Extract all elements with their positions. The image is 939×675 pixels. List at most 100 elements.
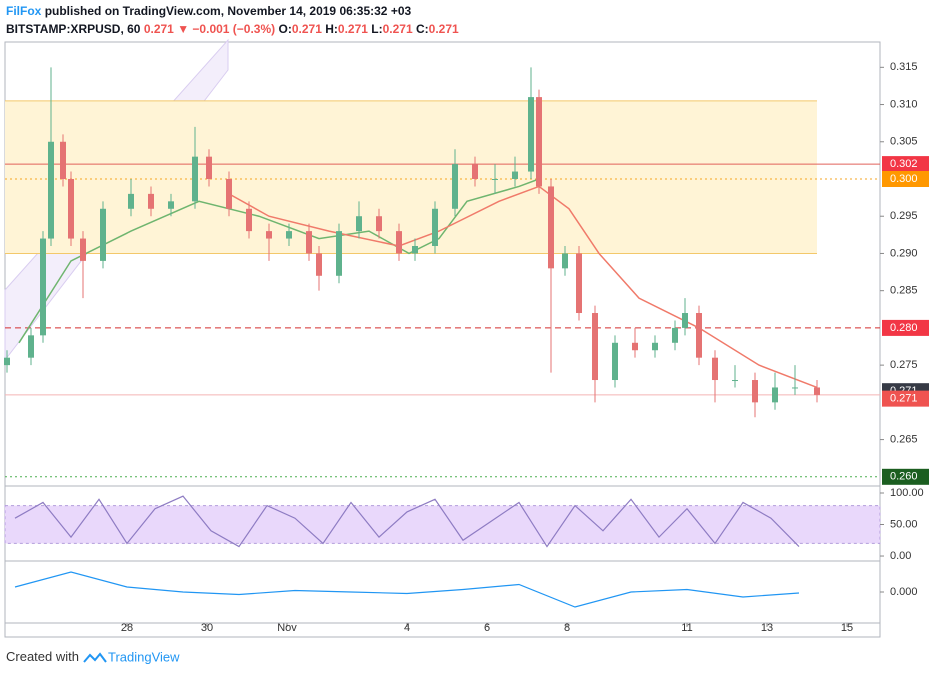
candle-body [792, 387, 798, 389]
candle-body [752, 380, 758, 403]
candle-body [336, 231, 342, 276]
candle-body [492, 178, 498, 180]
header-line: FilFox published on TradingView.com, Nov… [6, 4, 411, 18]
stoch-tick-label: 100.00 [890, 487, 924, 499]
stoch-line [14, 495, 800, 548]
stoch-band [4, 505, 881, 544]
x-tick-label: Nov [277, 622, 297, 634]
candle-body [316, 253, 322, 276]
candle-body [712, 357, 718, 381]
o-value: 0.271 [292, 22, 322, 36]
candle-body [772, 387, 778, 403]
price-label-box [882, 170, 929, 187]
candle-body [528, 97, 534, 172]
candle-body [40, 238, 46, 336]
candle-body [592, 313, 598, 381]
candle-body [356, 216, 362, 232]
candle-body [4, 357, 10, 366]
candle-body [28, 335, 34, 358]
candle-body [814, 387, 820, 395]
candle-body [192, 156, 198, 202]
y-tick-label: 0.285 [890, 285, 918, 297]
candle-body [148, 193, 154, 209]
o-label: O: [279, 22, 292, 36]
x-tick-label: 15 [841, 622, 853, 634]
candle-body [632, 342, 638, 351]
y-tick-label: 0.315 [890, 61, 918, 73]
x-tick-label: 6 [484, 622, 490, 634]
brand[interactable]: TradingView [108, 649, 180, 664]
x-tick-label: 30 [201, 622, 213, 634]
arrow: ▼ [177, 22, 189, 36]
candle-body [452, 164, 458, 209]
price-label-box [882, 390, 929, 407]
candle-body [100, 208, 106, 261]
stoch-tick-label: 50.00 [890, 518, 918, 530]
created: Created with [6, 649, 79, 664]
y-tick-label: 0.275 [890, 359, 918, 371]
candle-body [732, 380, 738, 382]
y-tick-label: 0.265 [890, 433, 918, 445]
candle-body [536, 97, 542, 187]
candle-body [376, 216, 382, 232]
candle-body [696, 313, 702, 358]
c-value: 0.271 [429, 22, 459, 36]
candle-body [612, 342, 618, 381]
candle-body [68, 178, 74, 239]
zone [5, 100, 817, 254]
price-label: 0.280 [890, 322, 918, 334]
x-tick-label: 8 [564, 622, 570, 634]
candle-body [206, 156, 212, 179]
candle-body [548, 186, 554, 269]
footer: Created with [6, 649, 79, 664]
candle-body [266, 231, 272, 239]
last: 0.271 [144, 22, 174, 36]
candle-body [48, 141, 54, 239]
x-tick-label: 28 [121, 622, 133, 634]
candle-body [396, 231, 402, 254]
candle-body [306, 231, 312, 254]
change: −0.001 (−0.3%) [192, 22, 275, 36]
candle-body [60, 141, 66, 179]
price-label-box [882, 319, 929, 336]
candle-body [168, 201, 174, 209]
h-label: H: [325, 22, 338, 36]
l-label: L: [371, 22, 382, 36]
candle-body [432, 208, 438, 247]
author: FilFox [6, 4, 42, 18]
y-tick-label: 0.310 [890, 98, 918, 110]
stoch-tick-label: 0.00 [890, 550, 911, 562]
c-label: C: [416, 22, 429, 36]
logo [83, 652, 107, 663]
y-tick-label: 0.305 [890, 136, 918, 148]
macd-tick-label: 0.000 [890, 586, 918, 598]
candle-body [226, 178, 232, 209]
price-label: 0.260 [890, 471, 918, 483]
y-tick-label: 0.295 [890, 210, 918, 222]
candle-body [472, 164, 478, 179]
candle-body [576, 253, 582, 314]
x-tick-label: 11 [681, 622, 692, 634]
price-label: 0.302 [890, 158, 918, 170]
y-tick-label: 0.290 [890, 247, 918, 259]
candle-body [562, 253, 568, 269]
price-label: 0.271 [890, 393, 918, 405]
symbol-line: BITSTAMP:XRPUSD, 60 0.271 ▼ −0.001 (−0.3… [6, 22, 459, 36]
price-label-box [882, 156, 929, 173]
price-label-box [882, 468, 929, 485]
h-value: 0.271 [338, 22, 368, 36]
price-label: 0.300 [890, 173, 918, 185]
candle-body [246, 208, 252, 232]
candle-body [682, 313, 688, 328]
candle-body [512, 171, 518, 179]
candle-body [128, 193, 134, 209]
macd-line [14, 571, 800, 608]
candle-body [80, 238, 86, 261]
symbol: BITSTAMP:XRPUSD, 60 [6, 22, 141, 36]
candle-body [286, 231, 292, 239]
x-tick-label: 13 [761, 622, 773, 634]
published: published on TradingView.com, November 1… [45, 4, 412, 18]
candle-body [412, 246, 418, 254]
